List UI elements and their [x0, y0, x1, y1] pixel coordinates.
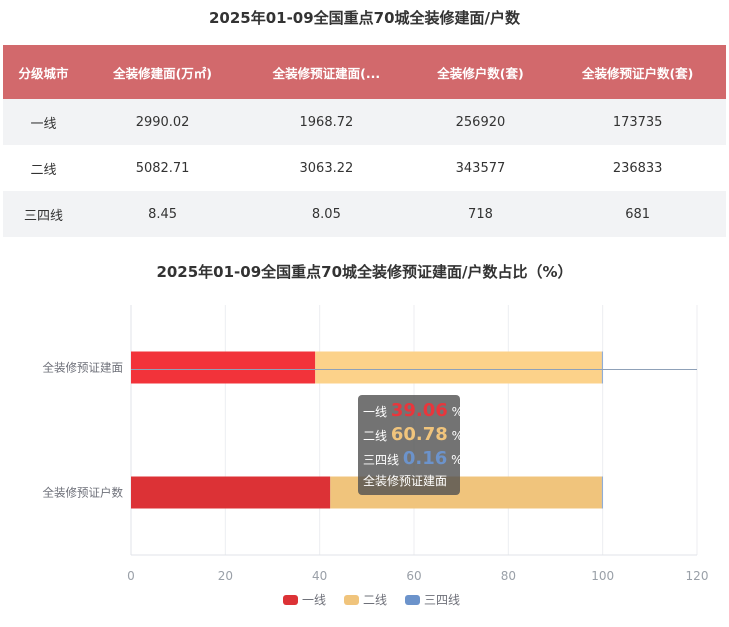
header-cell[interactable]: 全装修预证户数(套) [549, 45, 726, 99]
tooltip-label: 二线 [363, 429, 388, 443]
cell: 256920 [411, 99, 550, 145]
bar-segment [131, 351, 316, 384]
tooltip-value: 39.06 [390, 400, 448, 421]
bar-segment [315, 351, 602, 384]
x-tick-label: 120 [686, 569, 709, 583]
tooltip-unit: % [451, 429, 464, 443]
legend-label: 一线 [302, 593, 326, 607]
page-title: 2025年01-09全国重点70城全装修建面/户数 [208, 9, 521, 27]
y-tick-label: 全装修预证建面 [43, 361, 124, 375]
bar-segment [601, 476, 603, 509]
cell: 8.05 [241, 191, 412, 237]
tooltip-row: 二线 60.78 % [363, 423, 463, 447]
tooltip-category: 全装修预证建面 [363, 474, 448, 488]
data-table: 分级城市 全装修建面(万㎡) 全装修预证建面(... 全装修户数(套) 全装修预… [3, 45, 726, 237]
cell: 173735 [549, 99, 726, 145]
bar-segment [131, 476, 331, 509]
legend-swatch [344, 595, 359, 605]
tooltip-unit: % [451, 405, 464, 419]
legend-label: 二线 [363, 593, 387, 607]
cell: 2990.02 [83, 99, 242, 145]
tooltip-row: 一线 39.06 % [363, 399, 463, 423]
cell: 三四线 [3, 191, 84, 237]
tooltip-value: 60.78 [390, 424, 448, 445]
tooltip-value: 0.16 [402, 448, 448, 469]
bar-segment [601, 351, 603, 384]
header-cell[interactable]: 分级城市 [3, 45, 84, 99]
x-tick-label: 40 [312, 569, 327, 583]
x-tick-label: 60 [406, 569, 421, 583]
tooltip-row: 三四线 0.16 % [363, 447, 463, 471]
legend-swatch [283, 595, 298, 605]
cell: 3063.22 [241, 145, 412, 191]
cell: 681 [549, 191, 726, 237]
legend-label: 三四线 [424, 593, 460, 607]
x-tick-label: 80 [501, 569, 516, 583]
table-row: 二线 5082.71 3063.22 343577 236833 [3, 145, 726, 191]
tooltip-label: 三四线 [363, 453, 400, 467]
table-row: 一线 2990.02 1968.72 256920 173735 [3, 99, 726, 145]
y-tick-label: 全装修预证户数 [43, 486, 124, 500]
cell: 343577 [411, 145, 550, 191]
cell: 718 [411, 191, 550, 237]
chart-title: 2025年01-09全国重点70城全装修预证建面/户数占比（%） [156, 263, 573, 281]
cell: 5082.71 [83, 145, 242, 191]
x-tick-label: 20 [218, 569, 233, 583]
header-cell[interactable]: 全装修户数(套) [411, 45, 550, 99]
table-row: 三四线 8.45 8.05 718 681 [3, 191, 726, 237]
tooltip-label: 一线 [363, 405, 388, 419]
cell: 8.45 [83, 191, 242, 237]
cell: 236833 [549, 145, 726, 191]
cell: 二线 [3, 145, 84, 191]
table-header-row: 分级城市 全装修建面(万㎡) 全装修预证建面(... 全装修户数(套) 全装修预… [3, 45, 726, 99]
cell: 一线 [3, 99, 84, 145]
cell: 1968.72 [241, 99, 412, 145]
tooltip: 一线 39.06 % 二线 60.78 % 三四线 0.16 % 全装修预证建面 [358, 395, 463, 495]
legend-swatch [405, 595, 420, 605]
tooltip-unit: % [451, 453, 463, 467]
header-cell[interactable]: 全装修建面(万㎡) [83, 45, 242, 99]
x-tick-label: 0 [127, 569, 135, 583]
header-cell[interactable]: 全装修预证建面(... [241, 45, 412, 99]
x-tick-label: 100 [591, 569, 614, 583]
